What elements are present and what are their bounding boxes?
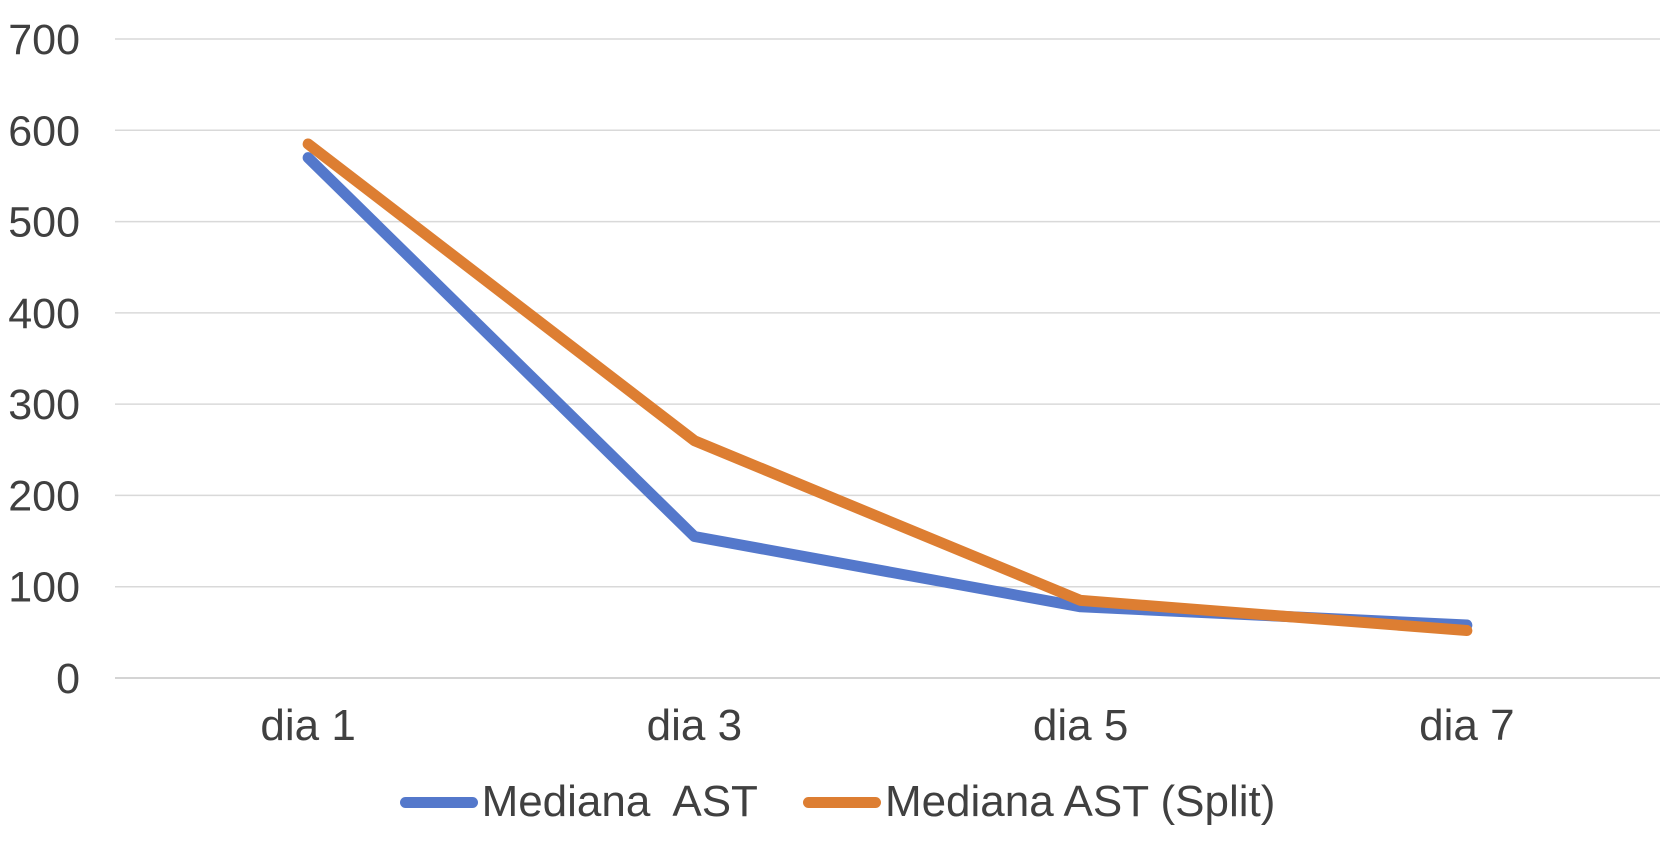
x-category-label: dia 3	[647, 701, 742, 750]
legend-label: Mediana AST (Split)	[884, 777, 1276, 826]
x-category-label: dia 1	[260, 701, 355, 750]
legend-item-mediana-ast-split: Mediana AST (Split)	[802, 777, 1276, 826]
series-line-0	[302, 152, 1473, 631]
y-tick-label: 300	[8, 381, 80, 429]
y-tick-label: 400	[8, 290, 80, 338]
y-tick-label: 200	[8, 472, 80, 520]
legend-swatch-orange-icon	[802, 796, 881, 808]
legend-label: Mediana AST	[481, 777, 758, 826]
chart-legend: Mediana AST Mediana AST (Split)	[0, 772, 1675, 832]
x-category-label: dia 7	[1419, 701, 1514, 750]
y-tick-label: 500	[8, 199, 80, 247]
y-tick-label: 100	[8, 564, 80, 612]
legend-item-mediana-ast: Mediana AST	[399, 777, 758, 826]
series-line-1	[302, 138, 1473, 637]
y-tick-label: 600	[8, 107, 80, 155]
x-category-label: dia 5	[1033, 701, 1128, 750]
legend-swatch-blue-icon	[399, 796, 478, 808]
y-tick-label: 700	[8, 16, 80, 64]
y-tick-label: 0	[56, 655, 80, 703]
